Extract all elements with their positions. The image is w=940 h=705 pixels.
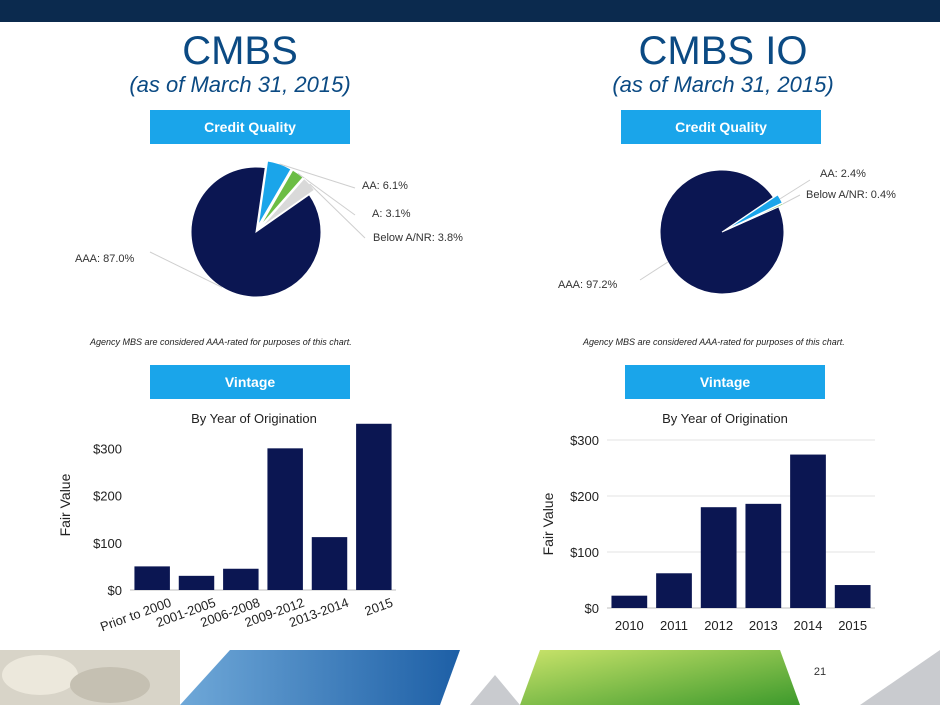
bar2-xtick-5: 2015 (838, 618, 867, 633)
cmbs-io-vintage-bar-chart: By Year of Origination Fair Value $0 $100 $2… (540, 411, 875, 633)
pie1-leader-2 (297, 173, 356, 216)
cmbs-footnote: Agency MBS are considered AAA-rated for … (90, 337, 352, 347)
footer-image-strip (0, 650, 940, 705)
bar1-xtick-5: 2015 (363, 595, 395, 619)
cmbs-vintage-header: Vintage (150, 365, 350, 399)
bar2-ytick-0: $0 (585, 601, 599, 616)
cmbs-io-subtitle: (as of March 31, 2015) (612, 72, 834, 97)
page-number: 21 (813, 666, 827, 678)
pie1-leader-0 (149, 251, 223, 288)
pie1-slice-3 (260, 177, 316, 228)
leaf-image (520, 650, 800, 705)
bar1-bar-4 (311, 537, 348, 590)
bar1-ylabel: Fair Value (57, 473, 73, 536)
pie2-leader-0 (639, 261, 669, 281)
bar1-ytick-2: $200 (93, 489, 122, 504)
cmbs-io-vintage-header: Vintage (625, 365, 825, 399)
pie1-slice-0 (190, 166, 322, 298)
bar2-ylabel: Fair Value (540, 492, 556, 555)
bar2-ytick-3: $300 (570, 433, 599, 448)
bar1-ytick-0: $0 (108, 583, 122, 598)
pie2-slice-0 (659, 169, 785, 295)
pie1-leader-1 (279, 163, 356, 189)
bar1-ytick-1: $100 (93, 536, 122, 551)
pie1-leader-3 (309, 183, 366, 239)
bar2-bar-3 (745, 503, 782, 608)
bar1-ytick-3: $300 (93, 441, 122, 456)
cmbs-credit-pie: AAA: 87.0% AA: 6.1% A: 3.1% Below A/NR: 3.8… (75, 160, 463, 298)
bar2-bar-1 (656, 573, 692, 608)
sky-image (180, 650, 460, 705)
pie2-leader-1 (779, 179, 811, 200)
pie1-label-0: AAA: 87.0% (75, 253, 135, 265)
cmbs-title: CMBS (182, 29, 298, 73)
credit-quality-pies: AAA: 87.0% AA: 6.1% A: 3.1% Below A/NR: 3.8… (75, 160, 896, 298)
pie2-label-1: AA: 2.4% (820, 168, 866, 180)
bar1-bar-2 (223, 568, 259, 590)
cmbs-io-credit-pie: AAA: 97.2% AA: 2.4% Below A/NR: 0.4% (558, 168, 896, 295)
bar2-bar-2 (700, 507, 737, 608)
pie2-label-2: Below A/NR: 0.4% (806, 189, 896, 201)
pie1-label-2: A: 3.1% (372, 208, 411, 220)
bar2-xtick-0: 2010 (615, 618, 644, 633)
bar2-xtick-1: 2011 (660, 618, 688, 633)
bar2-xtick-3: 2013 (749, 618, 778, 633)
top-banner (0, 0, 940, 22)
bar1-bar-5 (356, 423, 392, 590)
corner-triangle (860, 650, 940, 705)
bar2-ytick-2: $200 (570, 489, 599, 504)
bar2-title: By Year of Origination (662, 411, 788, 426)
divider-triangle (470, 675, 520, 705)
pie2-label-0: AAA: 97.2% (558, 279, 618, 291)
bar2-ytick-1: $100 (570, 545, 599, 560)
bar1-title: By Year of Origination (191, 411, 317, 426)
bar2-bar-5 (834, 585, 871, 608)
bar2-bar-4 (790, 454, 826, 608)
bar1-bar-1 (178, 575, 215, 590)
bar2-xtick-4: 2014 (794, 618, 823, 633)
cmbs-io-credit-quality-header: Credit Quality (621, 110, 821, 144)
bar1-bar-0 (134, 566, 170, 590)
cmbs-credit-quality-header: Credit Quality (150, 110, 350, 144)
cmbs-subtitle: (as of March 31, 2015) (129, 72, 351, 97)
vintage-charts: By Year of Origination Fair Value $0 $100 $2… (57, 411, 875, 634)
bar2-bar-0 (611, 595, 648, 608)
bar2-xtick-2: 2012 (704, 618, 733, 633)
cmbs-vintage-bar-chart: By Year of Origination Fair Value $0 $100 $2… (57, 411, 396, 634)
bar1-bar-3 (267, 448, 303, 590)
pie1-label-1: AA: 6.1% (362, 180, 408, 192)
pie2-leader-2 (782, 194, 801, 205)
pie1-label-3: Below A/NR: 3.8% (373, 232, 463, 244)
cmbs-io-title: CMBS IO (638, 29, 808, 73)
cmbs-io-footnote: Agency MBS are considered AAA-rated for … (583, 337, 845, 347)
